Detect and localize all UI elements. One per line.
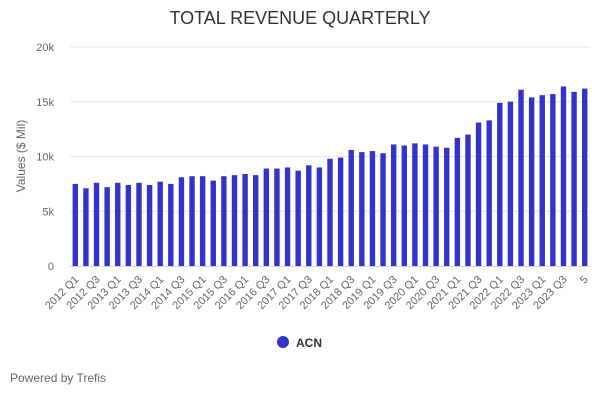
- bar-2017-q1: [284, 167, 291, 266]
- legend-marker[interactable]: [277, 336, 289, 348]
- bar-2020-q4: [444, 147, 450, 266]
- bar-2022-q1: [497, 102, 503, 266]
- bar-2018-q2: [337, 157, 344, 266]
- bar-2014-q4: [189, 176, 195, 266]
- bar-2019-q3: [390, 144, 397, 266]
- bar-2017-q4: [316, 167, 323, 266]
- bar-2016-q1: [242, 174, 248, 266]
- powered-by-footer[interactable]: Powered by Trefis: [10, 371, 107, 385]
- bar-2013-q1: [115, 182, 121, 266]
- bar-2015-q1: [199, 176, 206, 266]
- bar-2021-q4: [486, 120, 492, 267]
- bar-2021-q2: [465, 134, 471, 266]
- bar-2014-q2: [168, 183, 174, 266]
- bar-2019-q1: [369, 151, 376, 266]
- bar-2017-q3: [306, 165, 312, 266]
- bar-2016-q4: [274, 168, 280, 266]
- bar-2018-q4: [359, 152, 365, 266]
- bar-2021-q1: [454, 137, 461, 266]
- bar-2020-q1: [412, 143, 418, 266]
- bar-2015-q2: [210, 180, 216, 266]
- y-tick-label: 10k: [36, 152, 54, 164]
- bar-2013-q2: [125, 184, 132, 266]
- bar-2017-q2: [295, 170, 301, 266]
- bar-2012-q4: [104, 187, 110, 266]
- bar-2021-q3: [475, 122, 482, 267]
- bar-2023-q4: [571, 91, 577, 267]
- bar-2018-q1: [327, 158, 333, 266]
- bar-2012-q1: [72, 183, 79, 266]
- bar-2013-q4: [146, 184, 153, 266]
- bar-2024-q1: [581, 88, 588, 266]
- bar-2020-q3: [433, 146, 439, 266]
- bar-2014-q1: [157, 181, 163, 266]
- bar-2022-q2: [507, 101, 514, 266]
- bar-2022-q4: [528, 97, 535, 267]
- bar-2023-q1: [539, 95, 545, 267]
- y-tick-label: 0: [48, 261, 54, 273]
- bar-2014-q3: [178, 177, 185, 266]
- y-tick-label: 15k: [36, 97, 54, 109]
- bar-2015-q3: [221, 176, 227, 266]
- bar-2019-q2: [380, 153, 386, 266]
- bar-2020-q2: [422, 144, 429, 266]
- bar-2013-q3: [136, 182, 142, 266]
- bar-2016-q2: [253, 175, 259, 266]
- bar-2018-q3: [348, 149, 354, 266]
- legend-item-acn[interactable]: ACN: [296, 336, 322, 350]
- bar-2022-q3: [518, 89, 524, 266]
- bar-2023-q2: [550, 94, 556, 267]
- y-tick-label: 5k: [42, 206, 54, 218]
- bar-2016-q3: [263, 168, 270, 266]
- chart-title: TOTAL REVENUE QUARTERLY: [169, 8, 431, 28]
- y-tick-label: 20k: [36, 42, 54, 54]
- bar-2012-q3: [93, 182, 100, 266]
- y-axis-label: Values ($ Mil): [14, 120, 28, 192]
- bar-2015-q4: [231, 175, 238, 266]
- bar-2012-q2: [83, 188, 89, 266]
- bar-2023-q3: [560, 86, 567, 266]
- x-tick-label: 5: [578, 274, 591, 287]
- bar-2019-q4: [401, 145, 407, 266]
